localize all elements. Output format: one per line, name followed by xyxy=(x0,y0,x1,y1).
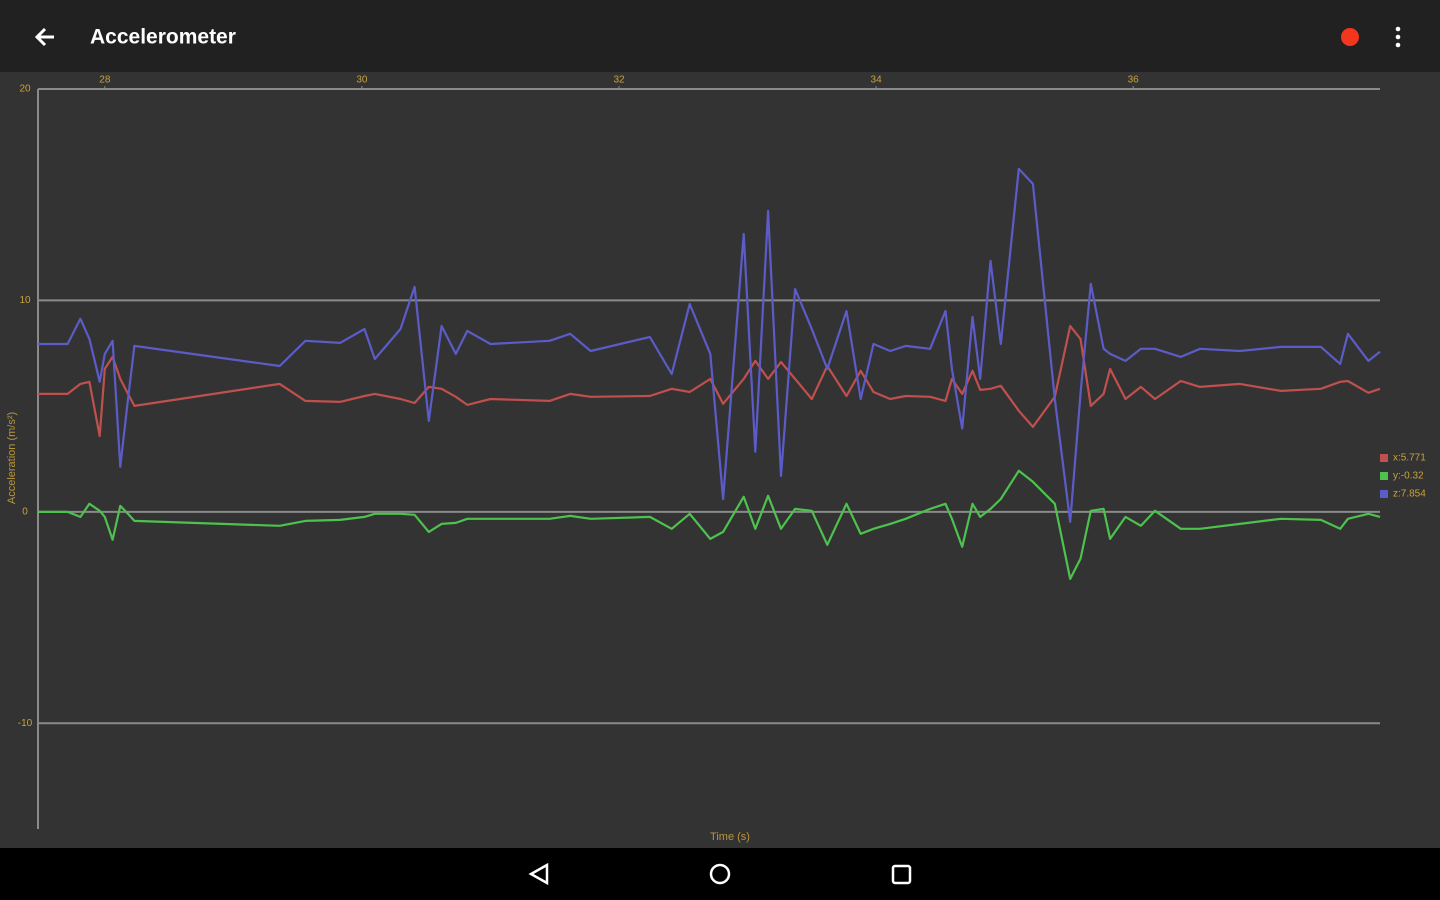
legend-label: x:5.771 xyxy=(1393,453,1426,464)
x-tick-label: 32 xyxy=(613,75,625,86)
legend-swatch xyxy=(1380,472,1388,480)
series-line xyxy=(38,324,1381,438)
legend-label: z:7.854 xyxy=(1393,489,1426,500)
x-tick-label: 34 xyxy=(871,75,883,86)
x-tick-label: 30 xyxy=(356,75,368,86)
y-tick-label: -10 xyxy=(18,718,33,729)
y-tick-label: 10 xyxy=(19,295,31,306)
menu-dot xyxy=(1395,42,1401,48)
nav-home[interactable] xyxy=(709,863,731,885)
nav-recents[interactable] xyxy=(891,864,912,885)
y-tick-label: 0 xyxy=(22,506,28,517)
legend-swatch xyxy=(1380,490,1388,498)
x-tick-label: 28 xyxy=(99,75,111,86)
overflow-menu[interactable] xyxy=(1395,26,1401,48)
menu-dot xyxy=(1395,34,1401,40)
nav-back[interactable] xyxy=(528,862,549,886)
x-tick-label: 36 xyxy=(1128,75,1140,86)
y-tick-label: 20 xyxy=(19,84,31,95)
series-line xyxy=(38,167,1381,523)
legend-label: y:-0.32 xyxy=(1393,471,1424,482)
app-title: Accelerometer xyxy=(90,26,236,49)
series-line xyxy=(38,469,1381,580)
y-axis-label: Acceleration (m/s²) xyxy=(6,412,18,504)
nav-bar xyxy=(0,848,1440,900)
plot: 20 10 0 -10 28 30 32 34 36 x:5.771 y:-0.32 z:7.854 xyxy=(18,75,1426,829)
menu-dot xyxy=(1395,26,1401,32)
legend-swatch xyxy=(1380,454,1388,462)
record-button[interactable] xyxy=(1341,28,1359,46)
back-icon xyxy=(34,27,54,47)
x-axis-label: Time (s) xyxy=(710,831,750,843)
app-bar xyxy=(0,0,1440,72)
back-button[interactable] xyxy=(34,27,54,47)
